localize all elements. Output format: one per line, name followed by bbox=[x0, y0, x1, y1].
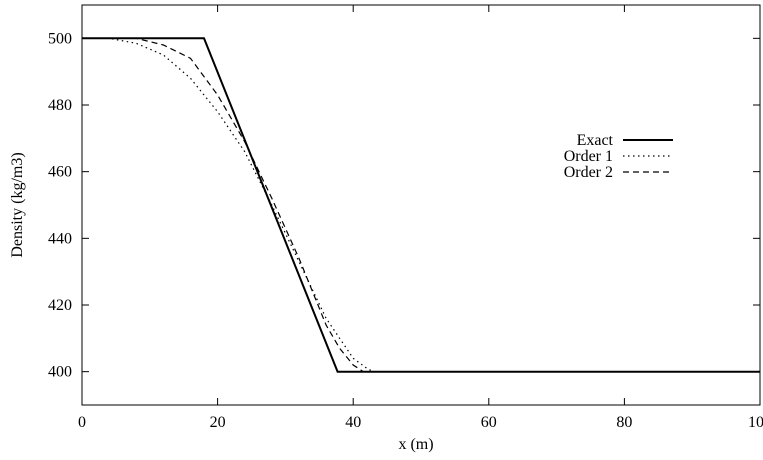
x-tick-label: 40 bbox=[345, 414, 361, 431]
y-tick-label: 460 bbox=[48, 164, 72, 181]
x-tick-label: 60 bbox=[481, 414, 497, 431]
series-line-order-1 bbox=[82, 37, 760, 373]
axis-ticks bbox=[81, 5, 761, 405]
y-tick-label: 420 bbox=[48, 297, 72, 314]
legend-label: Order 2 bbox=[564, 164, 613, 181]
series-line-order-2 bbox=[82, 37, 760, 373]
x-axis-title: x (m) bbox=[398, 436, 433, 453]
y-tick-label: 480 bbox=[48, 97, 72, 114]
plot-lines bbox=[82, 37, 760, 373]
y-tick-label: 400 bbox=[48, 364, 72, 381]
y-axis-title: Density (kg/m3) bbox=[9, 152, 26, 257]
x-tick-label: 100 bbox=[748, 414, 763, 431]
x-tick-label: 80 bbox=[616, 414, 632, 431]
y-tick-labels: 400 420 440 460 480 500 bbox=[48, 30, 72, 380]
plot-frame bbox=[81, 4, 761, 406]
x-tick-label: 0 bbox=[78, 414, 86, 431]
legend-label: Exact bbox=[577, 132, 614, 149]
x-tick-labels: 0 20 40 60 80 100 bbox=[78, 414, 763, 431]
y-tick-label: 500 bbox=[48, 30, 72, 47]
legend-label: Order 1 bbox=[564, 148, 613, 165]
series-line-exact bbox=[82, 37, 760, 373]
y-tick-label: 440 bbox=[48, 230, 72, 247]
x-tick-label: 20 bbox=[210, 414, 226, 431]
